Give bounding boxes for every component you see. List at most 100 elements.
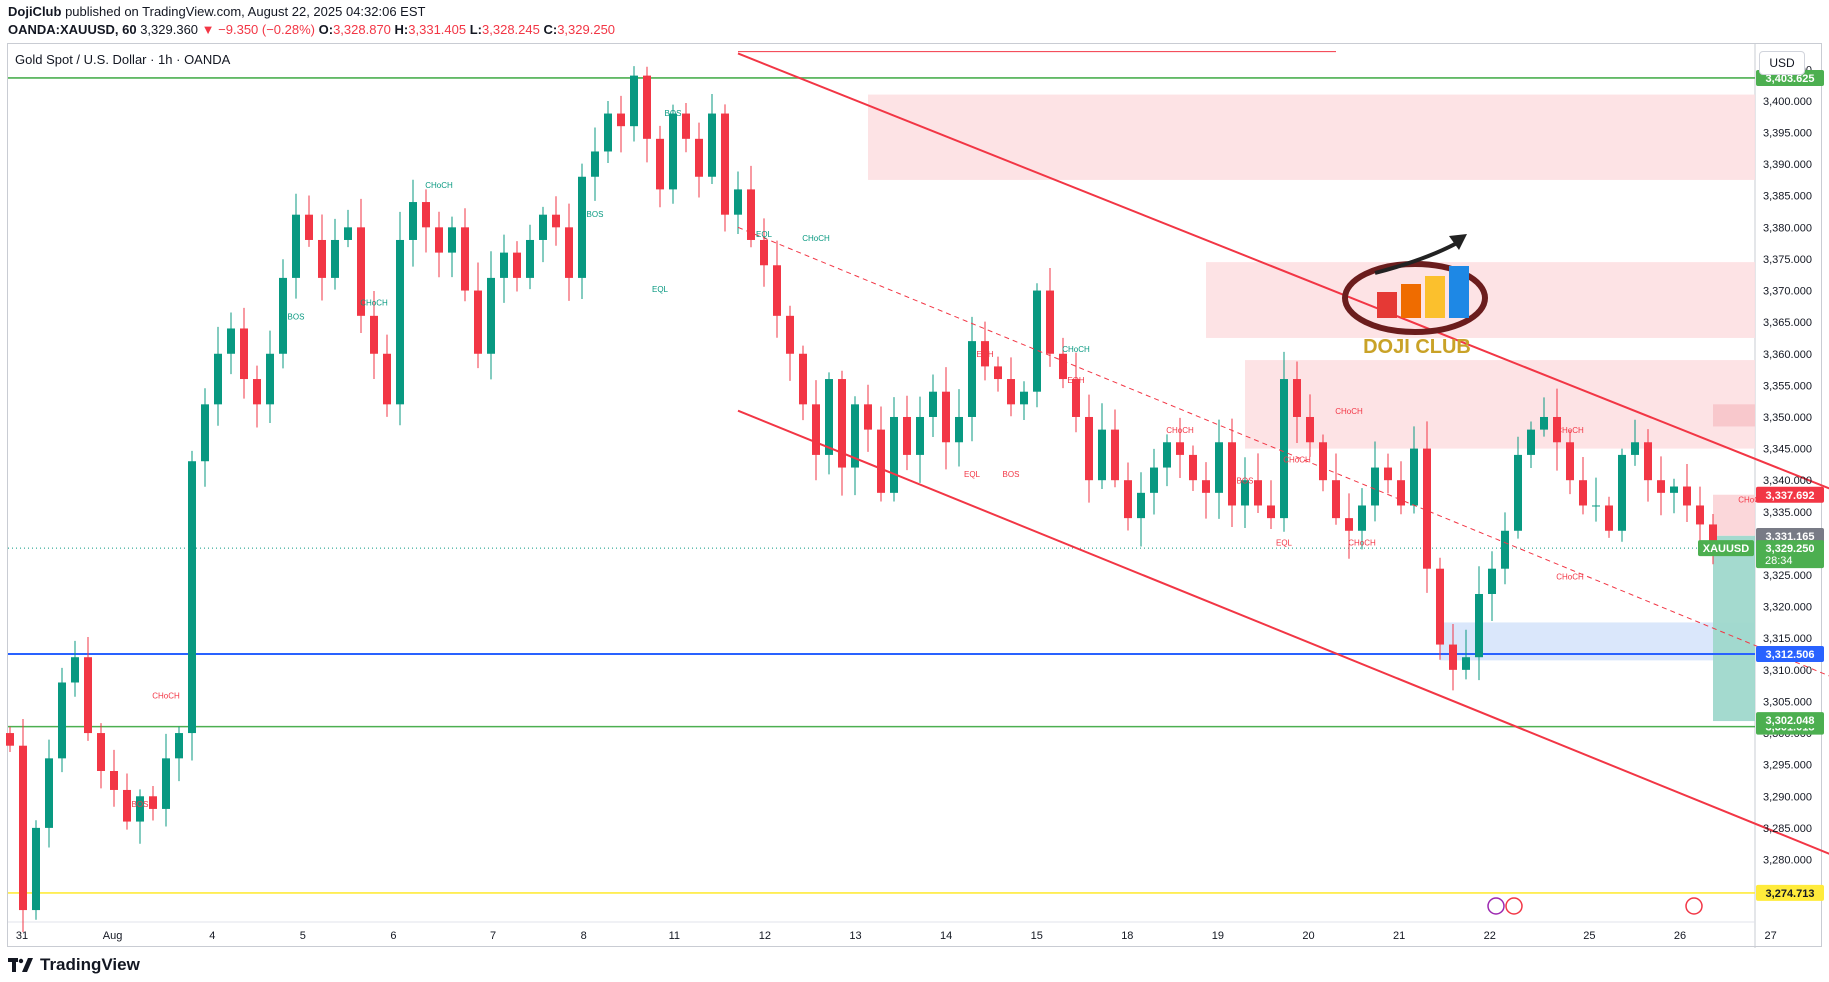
candle-body: [1072, 379, 1080, 417]
event-lightning-icon: [1487, 897, 1505, 915]
candle-body: [409, 202, 417, 240]
candle-body: [383, 353, 391, 405]
low-value: 3,328.245: [482, 22, 540, 37]
channel-line-lower: [737, 409, 1829, 855]
symbol-label: OANDA:XAUUSD, 60: [8, 22, 137, 37]
candle-body: [331, 239, 339, 278]
logo-arrowhead-icon: [1449, 234, 1467, 250]
candle-body: [669, 113, 677, 190]
candle-body: [721, 113, 729, 215]
candle-body: [838, 379, 846, 468]
candle-body: [955, 416, 963, 443]
candle-body: [1683, 486, 1691, 506]
annotation-label: BOS: [587, 210, 604, 219]
event-us-flag-icon: [1505, 897, 1523, 915]
candle-body: [1319, 442, 1327, 481]
candle-body: [1332, 480, 1340, 519]
candle-body: [604, 113, 612, 152]
annotation-label: CHoCH: [360, 299, 388, 308]
candle-body: [266, 353, 274, 405]
candle-body: [1618, 454, 1626, 531]
candle-body: [474, 290, 482, 354]
high-value: 3,331.405: [408, 22, 467, 37]
candle-body: [500, 252, 508, 278]
candle-body: [812, 404, 820, 455]
publish-info: DojiClub published on TradingView.com, A…: [8, 4, 425, 19]
annotation-label: CHoCH: [1348, 538, 1376, 547]
x-tick-label: 13: [849, 930, 861, 942]
y-tick-label: 3,280.000: [1763, 854, 1812, 866]
candle-body: [1176, 442, 1184, 455]
candle-body: [396, 239, 404, 405]
annotation-label: CHoCH: [1335, 407, 1363, 416]
candle-body: [1098, 429, 1106, 481]
candle-body: [253, 379, 261, 405]
annotation-label: BOS: [1003, 470, 1020, 479]
annotation-label: CHoCH: [1283, 455, 1311, 464]
annotation-label: CHoCH: [1166, 426, 1194, 435]
annotation-label: EQL: [756, 230, 773, 239]
candle-body: [1280, 379, 1288, 519]
candle-body: [448, 227, 456, 253]
candle-body: [1592, 505, 1600, 507]
y-tick-label: 3,315.000: [1763, 633, 1812, 645]
annotation-label: EQL: [964, 470, 981, 479]
candle-body: [1709, 524, 1717, 549]
candle-body: [162, 758, 170, 809]
x-tick-label: 27: [1764, 930, 1776, 942]
candle-body: [1579, 480, 1587, 506]
x-tick-label: 18: [1121, 930, 1133, 942]
tradingview-footer[interactable]: TradingView: [8, 955, 140, 975]
annotation-label: CHoCH: [1556, 426, 1584, 435]
candle-body: [1397, 480, 1405, 506]
candle-body: [1254, 480, 1262, 506]
price-tag-bg: [1756, 712, 1824, 729]
annotation-label: EQH: [1067, 376, 1085, 385]
footer-brand: TradingView: [40, 955, 140, 974]
candle-body: [799, 353, 807, 405]
price-tag-label: 3,403.625: [1766, 73, 1815, 85]
annotation-label: BOS: [288, 313, 305, 322]
candle-body: [708, 113, 716, 177]
annotation-label: CHoCH: [152, 691, 180, 700]
ohlc-bar: OANDA:XAUUSD, 60 3,329.360 ▼ −9.350 (−0.…: [8, 22, 615, 37]
candle-body: [1410, 448, 1418, 506]
candle-body: [1085, 416, 1093, 481]
candle-body: [279, 277, 287, 354]
candle-body: [682, 113, 690, 139]
candle-body: [1059, 353, 1067, 380]
candle-body: [552, 214, 560, 228]
candle-body: [786, 315, 794, 354]
currency-button[interactable]: USD: [1759, 51, 1805, 75]
zone-target-6: [1713, 535, 1755, 722]
candle-body: [1137, 492, 1145, 519]
high-label: H:: [394, 22, 409, 37]
price-tag-label: 3,312.506: [1766, 649, 1815, 661]
candle-body: [1150, 467, 1158, 493]
price-tag-countdown: 28:34: [1765, 555, 1793, 567]
low-label: L:: [469, 22, 483, 37]
annotation-label: EQH: [976, 350, 994, 359]
event-us-flag-icon: [1685, 897, 1703, 915]
candle-body: [877, 429, 885, 493]
candle-body: [435, 227, 443, 253]
candle-body: [461, 227, 469, 291]
candle-body: [6, 733, 14, 746]
x-tick-label: 22: [1484, 930, 1496, 942]
candle-body: [1696, 505, 1704, 525]
candle-body: [1501, 530, 1509, 569]
candle-body: [1345, 518, 1353, 531]
publisher-name[interactable]: DojiClub: [8, 4, 62, 19]
y-tick-label: 3,340.000: [1763, 475, 1812, 487]
candle-body: [539, 214, 547, 240]
candle-body: [1189, 454, 1197, 481]
candle-body: [1215, 442, 1223, 493]
price-tag-bg: [1756, 646, 1824, 663]
candle-body: [994, 366, 1002, 380]
candle-body: [1631, 442, 1639, 455]
candle-body: [929, 391, 937, 417]
candle-body: [643, 75, 651, 139]
price-tag-label: 3,302.048: [1766, 715, 1815, 727]
annotation-label: CHoCH: [425, 181, 453, 190]
